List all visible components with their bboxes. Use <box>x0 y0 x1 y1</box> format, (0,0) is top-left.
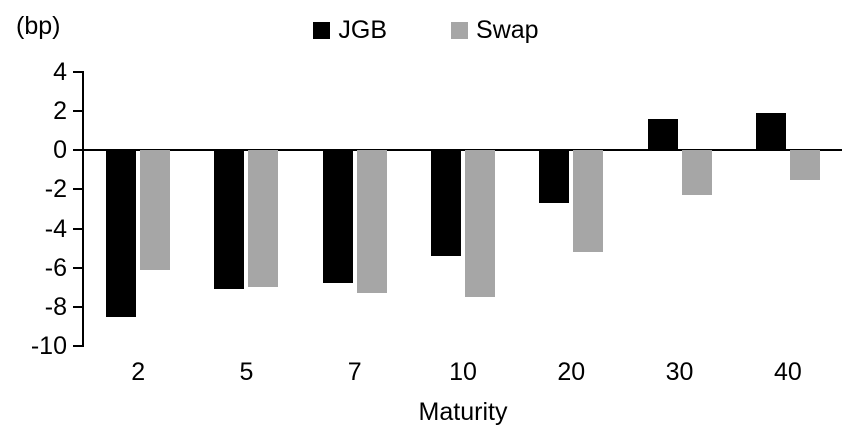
y-tick-label: -10 <box>30 332 67 360</box>
bar-swap-30 <box>681 150 712 196</box>
bar-swap-20 <box>573 150 604 253</box>
bar-jgb-30 <box>647 118 678 151</box>
y-tick-label: -8 <box>44 292 67 321</box>
bar-swap-40 <box>789 150 820 180</box>
bar-swap-2 <box>140 150 171 270</box>
x-tick-label: 7 <box>347 358 362 386</box>
legend: JGB Swap <box>0 16 852 45</box>
x-axis-title: Maturity <box>418 398 508 426</box>
bar-jgb-5 <box>214 150 245 290</box>
y-axis-unit-label: (bp) <box>16 12 61 40</box>
y-tick-mark <box>73 149 82 152</box>
bar-jgb-20 <box>539 150 570 204</box>
y-tick-label: -4 <box>44 214 67 243</box>
bar-swap-10 <box>465 150 495 298</box>
jgb-swatch <box>313 22 331 39</box>
y-tick-mark <box>73 305 82 308</box>
y-tick-label: 0 <box>53 136 67 165</box>
x-tick-label: 40 <box>773 358 802 386</box>
y-tick-label: 4 <box>53 58 67 86</box>
bar-jgb-7 <box>322 150 353 284</box>
x-tick-label: 5 <box>239 358 254 386</box>
legend-label-jgb: JGB <box>338 16 388 44</box>
y-tick-mark <box>73 227 82 230</box>
legend-label-swap: Swap <box>476 16 539 44</box>
y-tick-mark <box>73 188 82 191</box>
x-tick-label: 10 <box>449 358 477 386</box>
bar-jgb-2 <box>106 150 137 317</box>
y-tick-mark <box>73 345 82 347</box>
y-tick-mark <box>73 266 82 269</box>
bar-jgb-10 <box>431 150 461 256</box>
y-tick-mark <box>73 110 82 113</box>
bar-jgb-40 <box>755 113 786 151</box>
x-tick-label: 30 <box>665 358 694 386</box>
y-tick-label: -2 <box>44 175 67 204</box>
bar-swap-5 <box>248 150 279 288</box>
y-tick-label: 2 <box>53 97 67 126</box>
y-tick-mark <box>73 71 82 73</box>
x-axis-line <box>82 149 842 152</box>
y-tick-label: -6 <box>44 253 67 282</box>
x-tick-label: 2 <box>131 358 146 386</box>
bar-swap-7 <box>356 150 387 294</box>
legend-item-swap: Swap <box>451 16 539 45</box>
y-axis-line <box>82 71 84 347</box>
legend-item-jgb: JGB <box>313 16 387 45</box>
swap-swatch <box>451 22 469 39</box>
x-tick-label: 20 <box>557 358 586 386</box>
